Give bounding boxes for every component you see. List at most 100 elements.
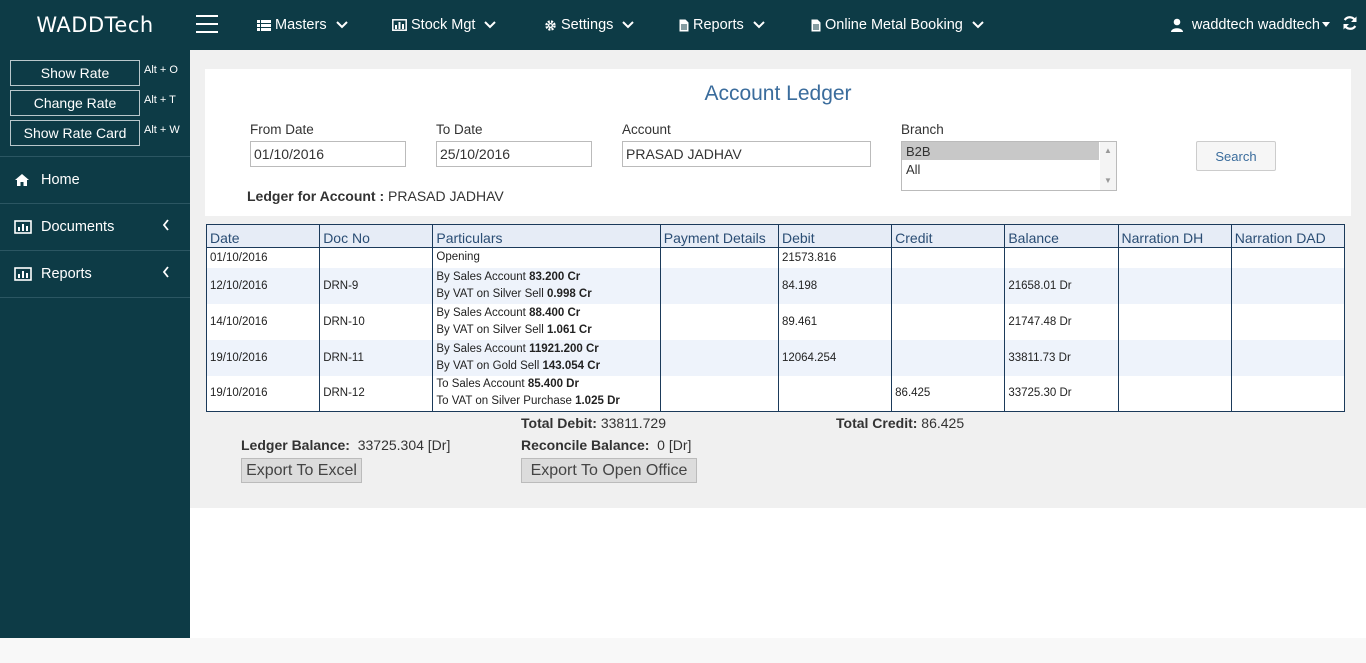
shortcut-label: Alt + T xyxy=(144,94,176,106)
search-button[interactable]: Search xyxy=(1196,141,1276,171)
sidebar-item-home[interactable]: Home xyxy=(0,157,190,204)
to-date-input[interactable] xyxy=(436,141,592,167)
cell-debit: 89.461 xyxy=(778,303,893,340)
user-icon xyxy=(1170,18,1184,32)
branch-option-b2b[interactable]: B2B xyxy=(902,142,1099,160)
cell-date: 19/10/2016 xyxy=(205,375,321,412)
refresh-icon[interactable] xyxy=(1342,15,1358,34)
particular-amount: 1.025 Dr xyxy=(575,395,620,408)
cell-payment xyxy=(660,375,779,412)
nav-masters[interactable]: Masters xyxy=(257,0,348,50)
cell-debit: 21573.816 xyxy=(778,247,893,268)
ledger-balance-value: 33725.304 [Dr] xyxy=(357,437,451,453)
particular-line: By Sales Account 83.200 Cr xyxy=(436,269,656,286)
col-header-debit[interactable]: Debit xyxy=(778,224,893,248)
particular-amount: 0.998 Cr xyxy=(546,287,592,300)
gear-icon xyxy=(544,19,557,32)
cell-doc: DRN-12 xyxy=(319,375,434,412)
ledger-for-value: PRASAD JADHAV xyxy=(388,188,504,204)
cell-payment xyxy=(660,339,779,376)
rate-row: Show Rate Alt + O xyxy=(10,60,190,86)
sidebar-item-label: Documents xyxy=(41,219,115,235)
home-icon xyxy=(14,173,34,187)
nav-label: Masters xyxy=(275,17,327,33)
bar-chart-icon xyxy=(14,220,34,234)
grid-icon xyxy=(257,19,271,31)
branch-option-all[interactable]: All xyxy=(906,162,921,177)
chevron-down-icon xyxy=(622,21,635,29)
export-open-office-button[interactable]: Export To Open Office xyxy=(521,458,697,483)
cell-balance xyxy=(1004,247,1119,268)
total-debit: Total Debit: 33811.729 xyxy=(521,415,666,431)
chevron-down-icon xyxy=(484,21,497,29)
show-rate-card-button[interactable]: Show Rate Card xyxy=(10,120,140,146)
cell-date: 19/10/2016 xyxy=(205,339,321,376)
col-header-doc-no[interactable]: Doc No xyxy=(319,224,434,248)
top-navbar: Masters Stock Mgt Settings Reports Onlin… xyxy=(190,0,1366,50)
table-row: 19/10/2016 DRN-12 To Sales Account 85.40… xyxy=(205,375,1346,412)
table-row: 14/10/2016 DRN-10 By Sales Account 88.40… xyxy=(205,303,1346,340)
cell-debit xyxy=(778,375,893,412)
particular-line: To VAT on Silver Purchase 1.025 Dr xyxy=(436,393,656,410)
table-row: 12/10/2016 DRN-9 By Sales Account 83.200… xyxy=(205,267,1346,304)
chevron-left-icon xyxy=(162,265,170,281)
particular-text: By Sales Account xyxy=(436,342,526,355)
ledger-for-label: Ledger for Account : xyxy=(247,188,385,204)
particular-line: By VAT on Silver Sell 1.061 Cr xyxy=(436,322,656,339)
listbox-scrollbar[interactable]: ▲ ▼ xyxy=(1100,142,1116,190)
cell-credit xyxy=(891,267,1006,304)
cell-doc: DRN-11 xyxy=(319,339,434,376)
nav-online-metal-booking[interactable]: Online Metal Booking xyxy=(811,0,984,50)
hamburger-menu-icon[interactable] xyxy=(196,15,218,33)
table-row: 01/10/2016 Opening 21573.816 xyxy=(205,247,1346,268)
branch-label: Branch xyxy=(901,122,944,137)
user-menu[interactable]: waddtech waddtech xyxy=(1170,0,1330,50)
scroll-down-icon[interactable]: ▼ xyxy=(1104,176,1112,185)
chevron-down-icon xyxy=(335,21,348,29)
change-rate-button[interactable]: Change Rate xyxy=(10,90,140,116)
reconcile-balance: Reconcile Balance: 0 [Dr] xyxy=(521,437,691,453)
total-credit-value: 86.425 xyxy=(921,415,965,431)
page-footer-area xyxy=(190,508,1366,638)
particular-amount: 1.061 Cr xyxy=(546,323,592,336)
ledger-table: Date Doc No Particulars Payment Details … xyxy=(205,224,1346,412)
account-input[interactable] xyxy=(622,141,871,167)
col-header-date[interactable]: Date xyxy=(205,224,321,248)
cell-date: 01/10/2016 xyxy=(205,247,321,268)
col-header-narration-dh[interactable]: Narration DH xyxy=(1118,224,1232,248)
cell-credit: 86.425 xyxy=(891,375,1006,412)
cell-credit xyxy=(891,339,1006,376)
cell-particulars: By Sales Account 88.400 Cr By VAT on Sil… xyxy=(432,303,661,340)
cell-date: 12/10/2016 xyxy=(205,267,321,304)
sidebar-item-documents[interactable]: Documents xyxy=(0,204,190,251)
col-header-particulars[interactable]: Particulars xyxy=(432,224,661,248)
particular-line: By VAT on Silver Sell 0.998 Cr xyxy=(436,286,656,303)
cell-doc xyxy=(319,247,434,268)
scroll-up-icon[interactable]: ▲ xyxy=(1104,146,1112,155)
nav-settings[interactable]: Settings xyxy=(544,0,635,50)
cell-balance: 33725.30 Dr xyxy=(1004,375,1119,412)
cell-narration-dh xyxy=(1118,247,1232,268)
col-header-credit[interactable]: Credit xyxy=(891,224,1006,248)
export-excel-button[interactable]: Export To Excel xyxy=(241,458,362,483)
particular-text: By VAT on Gold Sell xyxy=(436,359,540,372)
particular-line: Opening xyxy=(436,251,480,264)
col-header-payment-details[interactable]: Payment Details xyxy=(660,224,779,248)
cell-narration-dad xyxy=(1231,339,1346,376)
col-header-balance[interactable]: Balance xyxy=(1004,224,1119,248)
nav-reports[interactable]: Reports xyxy=(679,0,765,50)
from-date-input[interactable] xyxy=(250,141,406,167)
table-header-row: Date Doc No Particulars Payment Details … xyxy=(205,224,1346,248)
cell-narration-dad xyxy=(1231,303,1346,340)
cell-particulars: By Sales Account 83.200 Cr By VAT on Sil… xyxy=(432,267,661,304)
rate-row: Show Rate Card Alt + W xyxy=(10,120,190,146)
col-header-narration-dad[interactable]: Narration DAD xyxy=(1231,224,1346,248)
chevron-down-icon xyxy=(972,21,984,29)
sidebar-item-reports[interactable]: Reports xyxy=(0,251,190,298)
show-rate-button[interactable]: Show Rate xyxy=(10,60,140,86)
nav-stock-mgt[interactable]: Stock Mgt xyxy=(392,0,497,50)
reconcile-balance-value: 0 [Dr] xyxy=(657,437,692,453)
cell-payment xyxy=(660,303,779,340)
branch-listbox[interactable]: B2B All ▲ ▼ xyxy=(901,141,1117,191)
cell-balance: 33811.73 Dr xyxy=(1004,339,1119,376)
